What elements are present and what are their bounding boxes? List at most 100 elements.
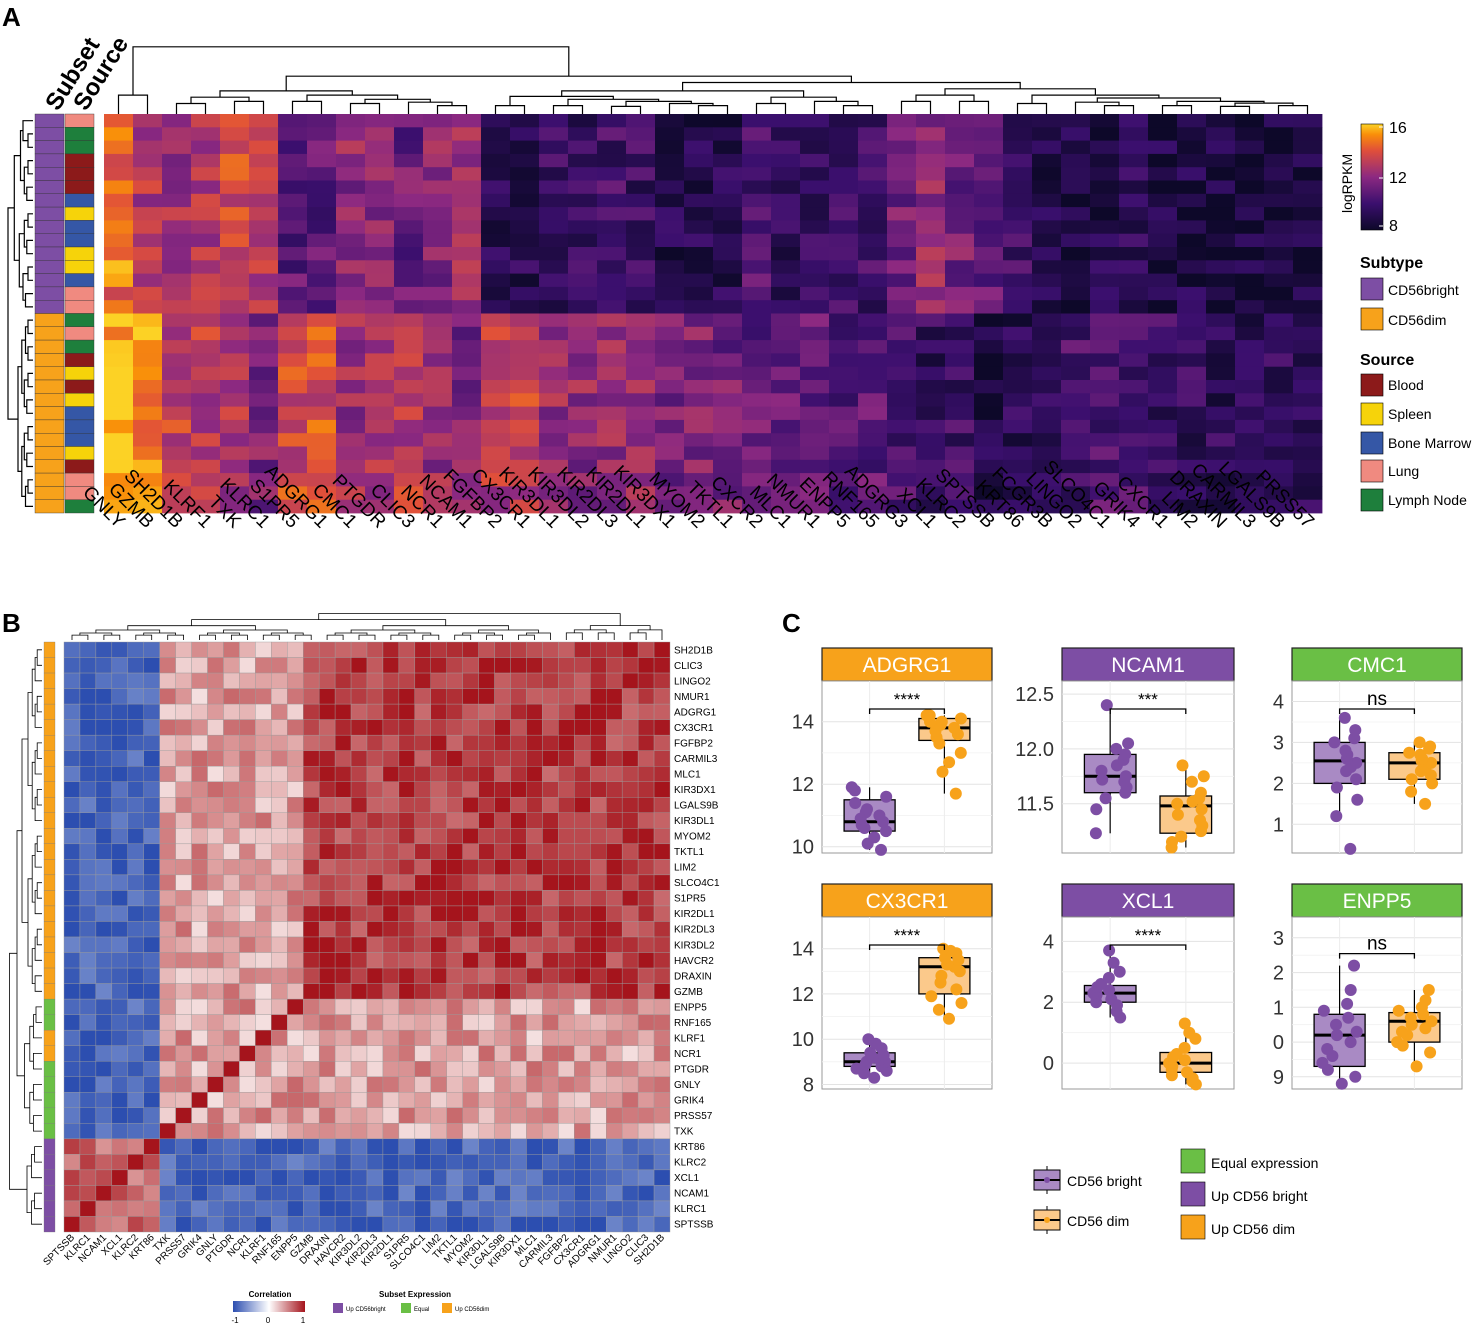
heatmap-cell [945,353,975,368]
correlation-cell [478,1061,495,1077]
heatmap-cell [887,300,917,314]
heatmap-cell [626,153,656,168]
correlation-cell [478,1185,495,1202]
heatmap-cell [1177,207,1207,221]
heatmap-cell [278,433,308,447]
correlation-cell [143,905,160,922]
correlation-cell [334,1061,352,1077]
correlation-cell [303,781,320,798]
heatmap-cell [829,127,859,141]
correlation-cell [621,874,639,891]
heatmap-cell [655,366,685,381]
source-annotation-cell [64,300,95,314]
correlation-cell [143,1185,160,1202]
heatmap-cell [1235,127,1265,141]
correlation-cell [478,952,495,969]
row-label-lim2: LIM2 [674,863,697,874]
heatmap-cell [568,260,598,274]
correlation-cell [223,797,240,813]
data-point-dim [1396,1025,1408,1038]
correlation-cell [255,874,272,891]
correlation-cell [223,859,240,876]
heatmap-cell [829,153,859,168]
heatmap-cell [800,380,830,394]
correlation-cell [223,936,240,953]
heatmap-cell [945,193,975,208]
correlation-cell [239,1154,256,1171]
heatmap-cell [1177,406,1207,421]
correlation-cell [143,828,160,845]
correlation-cell [143,1076,160,1093]
heatmap-cell [307,220,337,235]
heatmap-cell [568,233,598,248]
heatmap-cell [1235,313,1265,328]
subset-annotation-cell [34,153,65,168]
correlation-cell [590,1200,607,1217]
correlation-cell [159,812,176,829]
correlation-cell [350,828,368,845]
data-point-bright [880,790,893,803]
correlation-cell [542,1154,559,1171]
heatmap-cell [365,393,395,407]
heatmap-cell [800,326,830,341]
correlation-cell [526,1154,543,1171]
correlation-cell [175,967,192,984]
correlation-cell [637,719,655,736]
heatmap-cell [1293,473,1323,487]
heatmap-cell [1177,273,1207,288]
heatmap-cell [887,193,917,208]
heatmap-cell [1177,247,1207,261]
correlation-cell [414,1200,431,1217]
significance-bracket [1109,944,1187,950]
heatmap-cell [742,326,772,341]
data-point-bright [880,825,892,838]
correlation-cell [414,1014,431,1031]
correlation-cell [334,781,352,798]
heatmap-cell [336,193,366,208]
heatmap-cell [191,366,221,381]
correlation-cell [303,1138,320,1155]
heatmap-cell [945,286,975,301]
heatmap-cell [655,433,685,447]
correlation-cell [223,1107,240,1124]
correlation-cell [637,890,655,907]
heatmap-cell [481,366,511,381]
heatmap-cell [1206,286,1236,301]
correlation-cell [127,983,144,1000]
heatmap-cell [220,207,250,221]
significance-bracket [868,708,946,714]
heatmap-cell [626,193,656,208]
correlation-cell [398,843,416,860]
heatmap-cell [1003,446,1033,461]
heatmap-cell [1090,273,1120,288]
correlation-cell [510,1061,527,1077]
heatmap-cell [1293,486,1323,501]
heatmap-cell [191,313,221,328]
data-point-bright [1122,737,1135,750]
correlation-cell [606,828,623,845]
row-label-klrc2: KLRC2 [674,1158,707,1169]
correlation-cell [494,812,511,829]
correlation-cell [287,921,304,938]
correlation-cell [63,719,81,736]
heatmap-cell [1148,220,1178,235]
heatmap-cell [829,233,859,248]
correlation-cell [414,905,431,922]
correlation-cell [303,812,320,829]
correlation-cell [590,1014,607,1031]
heatmap-cell [191,499,221,514]
correlation-cell [526,688,543,705]
heatmap-cell [568,393,598,407]
correlation-cell [334,812,352,829]
correlation-cell [63,1092,81,1108]
subset-expression-cell [43,874,56,891]
correlation-cell [287,1014,304,1031]
heatmap-cell [1090,153,1120,168]
data-point-bright [1342,1011,1355,1024]
heatmap-cell [1177,220,1207,235]
correlation-cell [334,1138,352,1155]
correlation-cell [414,828,431,845]
heatmap-cell [887,393,917,407]
heatmap-cell [1003,406,1033,421]
heatmap-cell [336,273,366,288]
